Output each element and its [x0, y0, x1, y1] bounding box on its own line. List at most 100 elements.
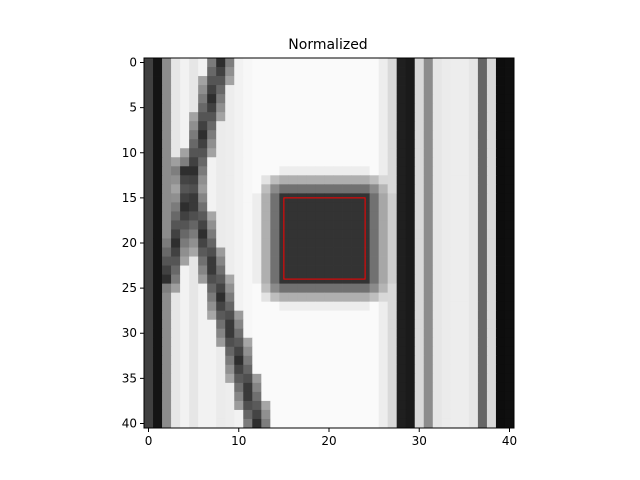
heatmap-cell [279, 184, 289, 194]
heatmap-cell [270, 274, 280, 285]
heatmap-cell [414, 103, 425, 113]
heatmap-cell [207, 211, 217, 221]
heatmap-cell [171, 139, 181, 149]
heatmap-cell [477, 292, 488, 303]
heatmap-cell [243, 112, 253, 122]
heatmap-cell [351, 256, 361, 266]
heatmap-cell [153, 175, 163, 185]
heatmap-cell [198, 283, 208, 294]
heatmap-cell [495, 112, 506, 122]
heatmap-cell [405, 58, 416, 68]
heatmap-cell [153, 337, 163, 348]
heatmap-cell [450, 94, 461, 104]
heatmap-cell [387, 58, 398, 68]
heatmap-cell [261, 148, 271, 158]
heatmap-cell [315, 382, 325, 393]
heatmap-cell [423, 382, 434, 393]
heatmap-cell [153, 94, 163, 104]
heatmap-cell [333, 409, 343, 420]
heatmap-cell [477, 148, 488, 158]
heatmap-cell [306, 121, 316, 131]
heatmap-cell [477, 418, 488, 429]
heatmap-cell [432, 157, 443, 167]
heatmap-cell [333, 301, 343, 312]
heatmap-cell [189, 274, 199, 285]
heatmap-cell [441, 301, 452, 312]
heatmap-cell [405, 202, 416, 212]
heatmap-cell [153, 238, 163, 248]
heatmap-cell [486, 103, 497, 113]
heatmap-cell [189, 283, 199, 294]
heatmap-cell [468, 121, 479, 131]
heatmap-cell [180, 184, 190, 194]
heatmap-cell [423, 409, 434, 420]
heatmap-cell [180, 229, 190, 239]
heatmap-cell [333, 112, 343, 122]
heatmap-cell [171, 112, 181, 122]
heatmap-cell [180, 157, 190, 167]
heatmap-cell [477, 382, 488, 393]
heatmap-cell [270, 130, 280, 140]
heatmap-cell [369, 112, 380, 122]
heatmap-cell [189, 292, 199, 303]
heatmap-cell [171, 319, 181, 330]
heatmap-cell [324, 85, 334, 95]
heatmap-cell [180, 391, 190, 402]
heatmap-cell [252, 148, 262, 158]
heatmap-cell [378, 364, 389, 375]
heatmap-cell [153, 283, 163, 294]
heatmap-cell [171, 409, 181, 420]
heatmap-cell [468, 247, 479, 257]
heatmap-cell [171, 166, 181, 176]
heatmap-cell [306, 265, 316, 275]
heatmap-cell [495, 400, 506, 411]
heatmap-cell [378, 166, 389, 176]
heatmap-cell [360, 112, 371, 122]
heatmap-cell [279, 364, 289, 375]
heatmap-cell [369, 139, 380, 149]
heatmap-cell [234, 211, 244, 221]
heatmap-cell [414, 256, 425, 266]
heatmap-cell [504, 148, 515, 158]
heatmap-cell [243, 310, 253, 321]
heatmap-cell [243, 292, 253, 303]
heatmap-cell [297, 292, 307, 303]
heatmap-cell [153, 121, 163, 131]
heatmap-cell [315, 76, 325, 86]
heatmap-cell [441, 247, 452, 257]
heatmap-cell [378, 265, 389, 275]
heatmap-cell [279, 391, 289, 402]
heatmap-cell [171, 400, 181, 411]
heatmap-cell [189, 328, 199, 339]
heatmap-cell [306, 310, 316, 321]
heatmap-cell [396, 157, 407, 167]
heatmap-cell [171, 211, 181, 221]
heatmap-cell [477, 58, 488, 68]
heatmap-cell [189, 238, 199, 248]
heatmap-cell [144, 364, 154, 375]
heatmap-cell [504, 382, 515, 393]
heatmap-cell [477, 157, 488, 167]
heatmap-cell [252, 256, 262, 266]
heatmap-cell [216, 166, 226, 176]
heatmap-cell [333, 328, 343, 339]
heatmap-cell [207, 292, 217, 303]
heatmap-cell [450, 67, 461, 77]
heatmap-cell [153, 346, 163, 357]
heatmap-cell [306, 418, 316, 429]
highlight-layer [283, 197, 366, 280]
heatmap-cell [486, 94, 497, 104]
heatmap-cell [324, 346, 334, 357]
heatmap-cell [333, 85, 343, 95]
heatmap-cell [207, 418, 217, 429]
heatmap-cell [180, 274, 190, 285]
heatmap-cell [288, 382, 298, 393]
heatmap-cell [324, 58, 334, 68]
heatmap-cell [144, 76, 154, 86]
heatmap-cell [216, 139, 226, 149]
heatmap-cell [288, 220, 298, 230]
heatmap-cell [207, 166, 217, 176]
heatmap-cell [153, 103, 163, 113]
heatmap-cell [198, 211, 208, 221]
heatmap-cell [180, 166, 190, 176]
